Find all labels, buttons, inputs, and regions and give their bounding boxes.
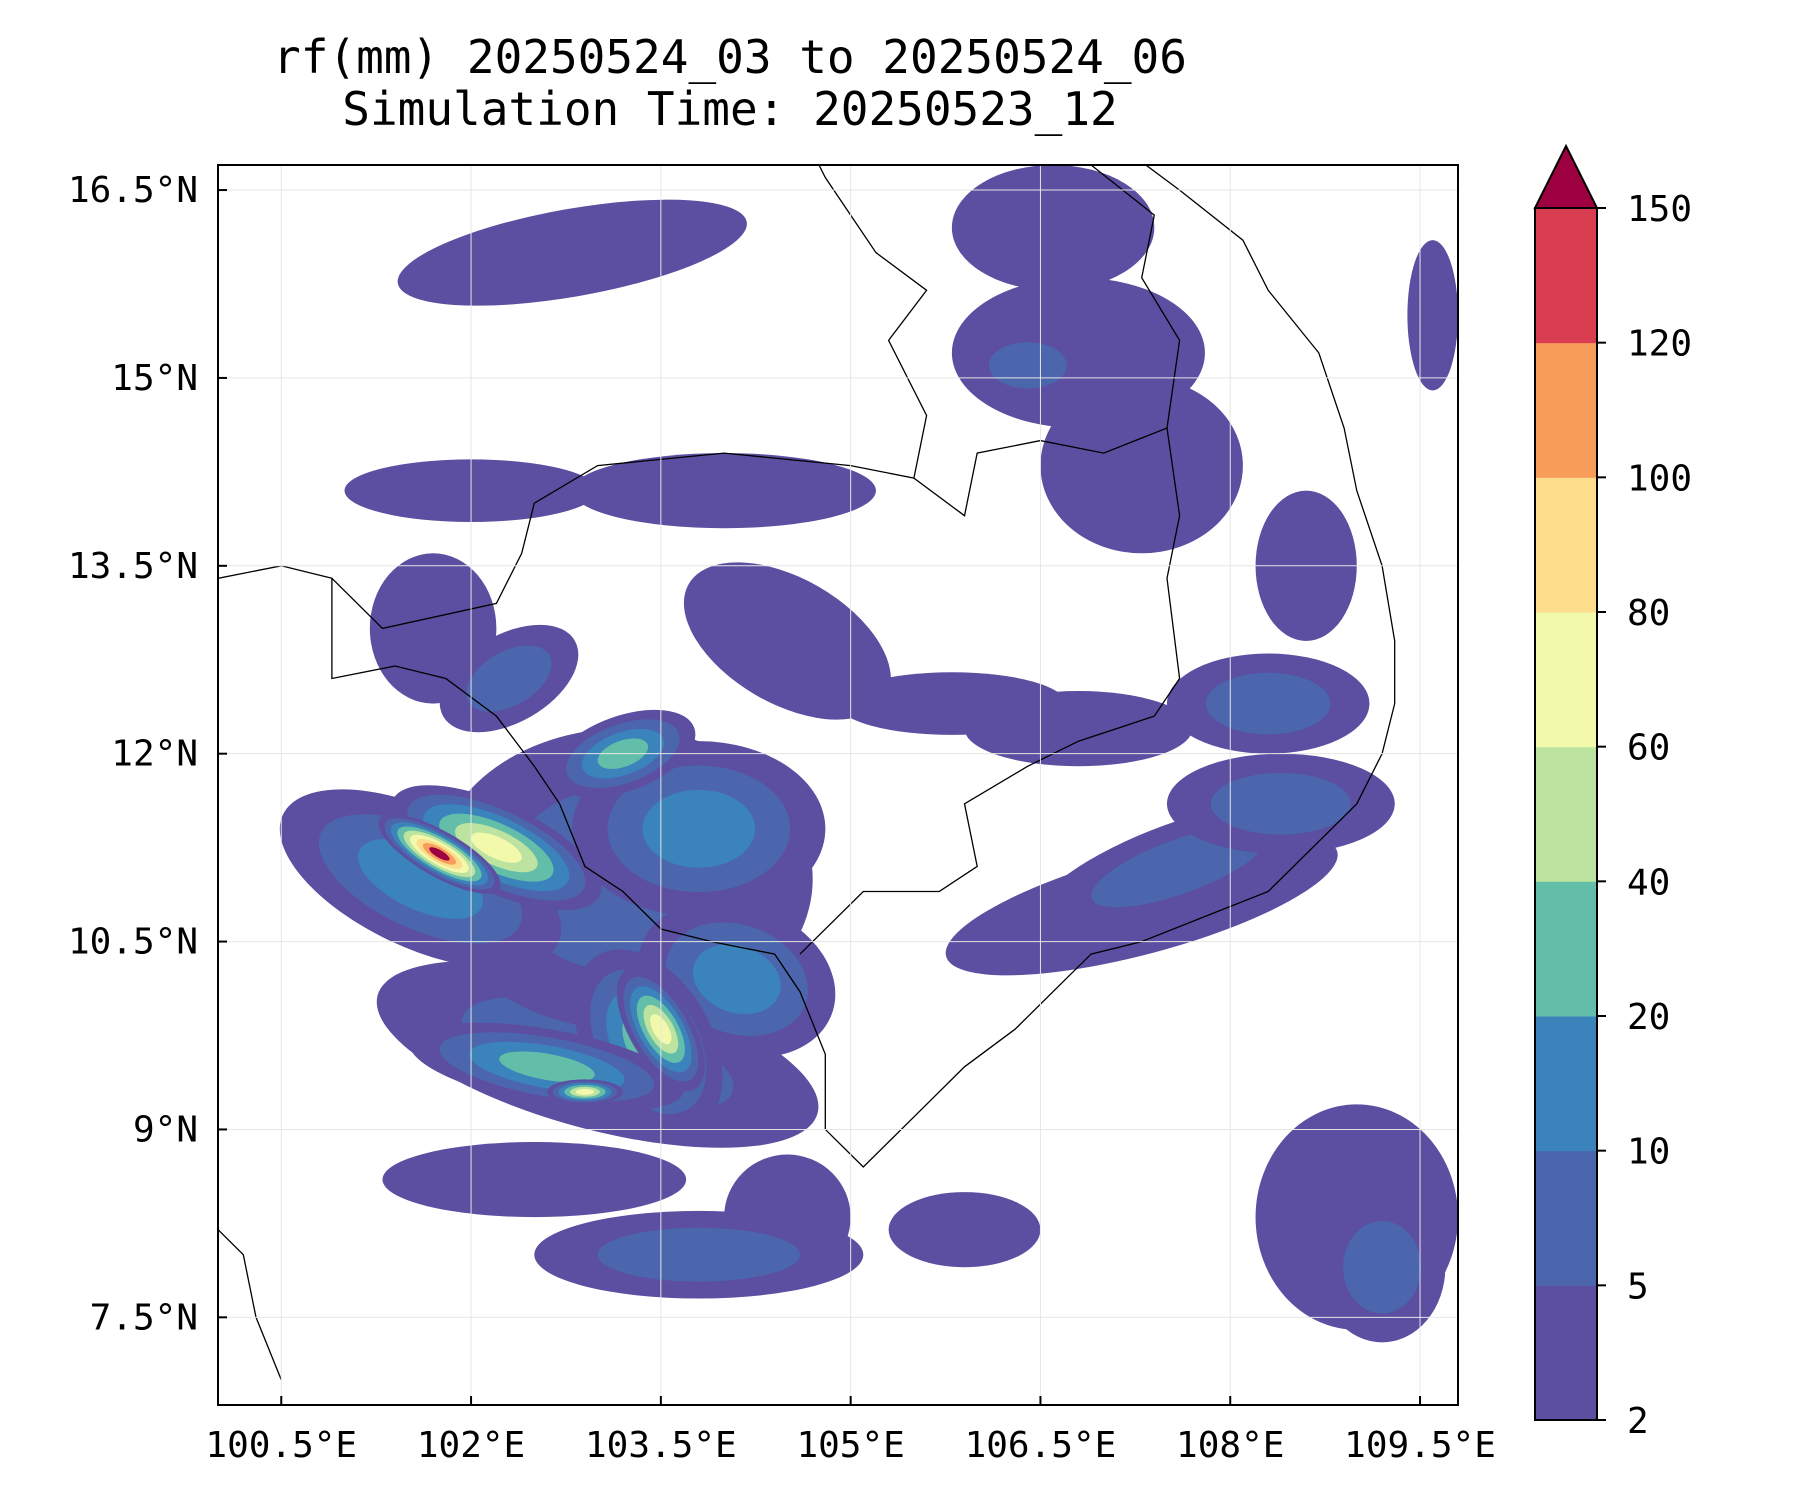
rain-cell [397, 199, 747, 306]
rain-contour-band [1407, 240, 1458, 391]
rain-contour-band [1040, 377, 1243, 554]
colorbar-band [1535, 208, 1597, 344]
rain-cell [378, 813, 501, 894]
y-tick-label: 10.5°N [68, 922, 198, 963]
rain-contour-band [1343, 1220, 1422, 1314]
coastline-border [331, 427, 1181, 955]
rain-cell [572, 453, 876, 529]
colorbar-band [1535, 477, 1597, 613]
colorbar-label: 40 [1627, 862, 1670, 903]
colorbar-extend-arrow [1533, 143, 1599, 209]
rain-cell [391, 785, 602, 911]
colorbar-label: 2 [1627, 1401, 1649, 1442]
x-tick-label: 100.5°E [205, 1425, 357, 1466]
rain-cell [888, 1192, 1041, 1268]
rain-cell [1166, 753, 1395, 854]
rain-contour-band [572, 453, 876, 529]
colorbar-label: 100 [1627, 458, 1692, 499]
y-tick-label: 16.5°N [68, 170, 198, 211]
coastline-border [218, 1229, 282, 1381]
y-tick-label: 9°N [133, 1109, 198, 1150]
rain-cell [1407, 240, 1458, 391]
colorbar-frame [1534, 207, 1598, 1421]
rain-contour-band [357, 839, 483, 919]
rain-contour-band [597, 1227, 801, 1282]
rain-cell [964, 691, 1193, 767]
y-tick-label: 7.5°N [90, 1297, 198, 1338]
rain-contour-band [466, 645, 552, 712]
coastline-border [818, 165, 928, 479]
rain-contour-band [683, 562, 891, 720]
rain-cell [1318, 1192, 1446, 1343]
colorbar-label: 5 [1627, 1266, 1649, 1307]
rain-contour-band [642, 789, 756, 868]
rain-cell [683, 562, 891, 720]
colorbar-band [1535, 1016, 1597, 1152]
map-frame [217, 164, 1459, 1406]
colorbar-label: 60 [1627, 728, 1670, 769]
rain-contour-band [951, 165, 1155, 291]
rain-cell [439, 624, 579, 733]
colorbar-band [1535, 612, 1597, 748]
chart-subtitle: Simulation Time: 20250523_12 [342, 82, 1118, 136]
colorbar-band [1535, 746, 1597, 882]
y-axis-ticks: 7.5°N 9°N 10.5°N 12°N 13.5°N 15°N 16.5°N [68, 170, 227, 1338]
colorbar-band [1535, 342, 1597, 478]
colorbar-label: 10 [1627, 1132, 1670, 1173]
rain-cell [1040, 377, 1243, 554]
colorbar-label: 80 [1627, 593, 1670, 634]
rain-contour-band [382, 1141, 687, 1218]
y-tick-label: 15°N [111, 358, 198, 399]
coastline-border [1090, 165, 1181, 429]
x-tick-label: 105°E [796, 1425, 904, 1466]
rain-contour-band [888, 1192, 1041, 1268]
rain-cell [534, 1210, 864, 1299]
rain-contour-band [692, 944, 781, 1015]
colorbar-band [1535, 881, 1597, 1017]
x-axis-ticks: 100.5°E 102°E 103.5°E 105°E 106.5°E 108°E 109.… [205, 1396, 1496, 1466]
x-tick-label: 109.5°E [1344, 1425, 1496, 1466]
colorbar-band [1535, 1285, 1597, 1421]
rain-contour-band [1205, 672, 1331, 735]
rain-cell [546, 1079, 623, 1105]
colorbar-label: 20 [1627, 997, 1670, 1038]
rain-contour-band [429, 847, 450, 861]
rain-cell [1166, 653, 1370, 754]
x-tick-label: 108°E [1176, 1425, 1284, 1466]
rain-contour-band [575, 1088, 595, 1095]
rain-contour-band [397, 199, 747, 306]
colorbar-band [1535, 1150, 1597, 1286]
rain-cell [951, 165, 1155, 291]
x-tick-label: 103.5°E [585, 1425, 737, 1466]
rain-contour-band [988, 342, 1067, 389]
x-tick-label: 102°E [417, 1425, 525, 1466]
rain-contour-band [1210, 772, 1351, 835]
rain-cell [382, 1141, 687, 1218]
rain-cell [964, 327, 1092, 403]
rain-contour-band [964, 691, 1193, 767]
y-tick-label: 13.5°N [68, 546, 198, 587]
y-tick-label: 12°N [111, 734, 198, 775]
gridlines [218, 165, 1458, 1405]
rain-contour-band [499, 1051, 595, 1083]
x-tick-label: 106.5°E [965, 1425, 1117, 1466]
colorbar-label: 120 [1627, 324, 1692, 365]
chart-title: rf(mm) 20250524_03 to 20250524_06 [273, 30, 1187, 84]
colorbar: 2 5 10 20 40 60 80 100 120 150 [1533, 143, 1692, 1442]
rain-contour-band [470, 832, 522, 863]
rainfall-field [279, 165, 1458, 1343]
colorbar-label: 150 [1627, 189, 1692, 230]
